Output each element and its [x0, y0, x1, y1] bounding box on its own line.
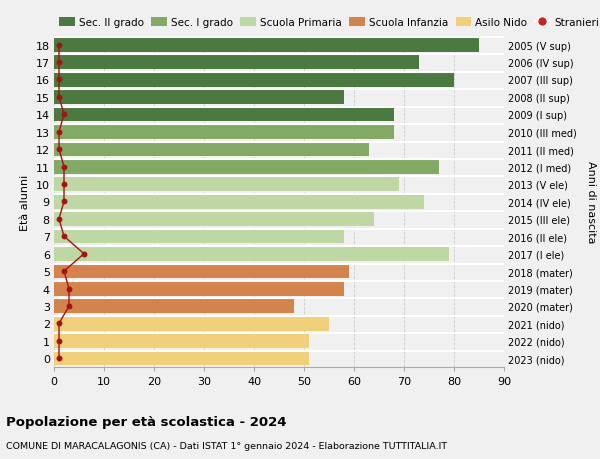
Point [59, 198, 69, 206]
Bar [54, 212, 374, 226]
Bar [54, 143, 369, 157]
Bar [54, 73, 454, 87]
Point [59, 233, 69, 241]
Y-axis label: Anni di nascita: Anni di nascita [586, 161, 596, 243]
Point [64, 285, 74, 292]
Bar [54, 352, 309, 366]
Legend: Sec. II grado, Sec. I grado, Scuola Primaria, Scuola Infanzia, Asilo Nido, Stran: Sec. II grado, Sec. I grado, Scuola Prim… [59, 18, 599, 28]
Point [54, 146, 64, 153]
Bar [54, 282, 344, 296]
Point [54, 337, 64, 345]
Bar [54, 230, 344, 244]
Bar [54, 178, 399, 192]
Point [54, 320, 64, 327]
Bar [54, 299, 294, 313]
Point [79, 251, 89, 258]
Bar [54, 90, 344, 105]
Bar [54, 160, 439, 174]
Bar [54, 247, 449, 261]
Point [59, 181, 69, 188]
Bar [54, 125, 394, 140]
Bar [54, 317, 329, 331]
Bar [54, 38, 479, 52]
Point [54, 355, 64, 362]
Y-axis label: Età alunni: Età alunni [20, 174, 30, 230]
Bar [54, 264, 349, 279]
Text: COMUNE DI MARACALAGONIS (CA) - Dati ISTAT 1° gennaio 2024 - Elaborazione TUTTITA: COMUNE DI MARACALAGONIS (CA) - Dati ISTA… [6, 441, 447, 450]
Point [54, 77, 64, 84]
Point [54, 94, 64, 101]
Bar [54, 108, 394, 122]
Point [59, 112, 69, 119]
Point [54, 42, 64, 49]
Bar [54, 334, 309, 348]
Bar [54, 56, 419, 70]
Text: Popolazione per età scolastica - 2024: Popolazione per età scolastica - 2024 [6, 415, 287, 428]
Point [54, 59, 64, 67]
Point [54, 129, 64, 136]
Point [64, 302, 74, 310]
Point [59, 163, 69, 171]
Point [54, 216, 64, 223]
Bar [54, 195, 424, 209]
Point [59, 268, 69, 275]
